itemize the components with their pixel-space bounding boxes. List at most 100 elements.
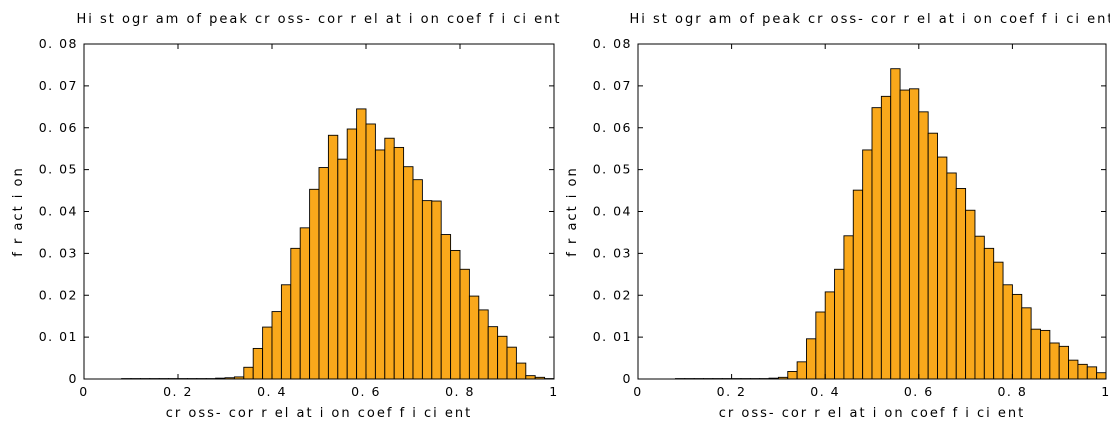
histogram-bar bbox=[1030, 328, 1041, 380]
histogram-bar bbox=[525, 375, 536, 380]
histogram-bar bbox=[1068, 359, 1079, 380]
x-tick-label: 0. 4 bbox=[810, 384, 840, 399]
histogram-bar bbox=[440, 234, 452, 380]
histogram-bar bbox=[346, 128, 358, 380]
histogram-bar bbox=[1086, 366, 1098, 380]
histogram-bar bbox=[918, 111, 929, 380]
y-tick-label: 0. 04 bbox=[593, 204, 632, 219]
histogram-bar bbox=[318, 167, 329, 380]
y-tick-label: 0 bbox=[69, 371, 78, 386]
x-tick-label: 0. 2 bbox=[163, 384, 193, 399]
histogram-bar bbox=[937, 156, 948, 380]
histogram-bar bbox=[374, 149, 386, 380]
x-tick-label: 1 bbox=[1101, 384, 1110, 399]
y-tick-label: 0. 05 bbox=[39, 162, 78, 177]
histogram-bar bbox=[787, 371, 798, 380]
histogram-bar bbox=[262, 326, 273, 380]
histogram-bar bbox=[955, 188, 967, 380]
y-tick-label: 0. 04 bbox=[39, 204, 78, 219]
histogram-bar bbox=[796, 361, 807, 380]
x-tick-label: 0. 2 bbox=[717, 384, 747, 399]
y-tick-label: 0. 07 bbox=[39, 78, 78, 93]
histogram-bar bbox=[993, 261, 1004, 380]
histogram-bar bbox=[478, 309, 489, 380]
x-tick-label: 0. 6 bbox=[904, 384, 934, 399]
x-tick-label: 0. 6 bbox=[351, 384, 381, 399]
histogram-bar bbox=[421, 200, 433, 380]
histogram-bar bbox=[506, 346, 517, 380]
x-axis-label: cr oss- cor r el at i on coef f i ci ent bbox=[166, 406, 473, 421]
histogram-bar bbox=[862, 149, 873, 380]
histogram-bar bbox=[1040, 329, 1051, 380]
histogram-bar bbox=[974, 235, 985, 380]
y-tick-label: 0. 01 bbox=[593, 329, 632, 344]
histogram-bar bbox=[871, 107, 882, 380]
histogram-bar bbox=[515, 362, 527, 380]
histogram-bar bbox=[908, 88, 920, 380]
histogram-bar bbox=[927, 132, 938, 380]
y-tick-label: 0. 02 bbox=[593, 287, 632, 302]
histogram-bar bbox=[983, 247, 995, 380]
y-tick-label: 0 bbox=[623, 371, 632, 386]
histogram-bar bbox=[1049, 342, 1060, 380]
y-tick-label: 0. 06 bbox=[593, 120, 632, 135]
histogram-bar bbox=[497, 335, 508, 380]
chart-title: Hi st ogr am of peak cr oss- cor r el at… bbox=[76, 12, 561, 27]
histogram-bar bbox=[815, 311, 826, 380]
x-tick-label: 0 bbox=[79, 384, 88, 399]
histogram-bar bbox=[1011, 293, 1023, 380]
y-tick-label: 0. 06 bbox=[39, 120, 78, 135]
histogram-bar bbox=[834, 268, 845, 380]
histogram-bar bbox=[327, 134, 339, 380]
y-tick-label: 0. 02 bbox=[39, 287, 78, 302]
histogram-bar bbox=[290, 247, 301, 380]
y-tick-label: 0. 03 bbox=[593, 245, 632, 260]
x-tick-label: 0. 4 bbox=[257, 384, 287, 399]
x-tick-label: 0. 8 bbox=[445, 384, 475, 399]
y-tick-label: 0. 01 bbox=[39, 329, 78, 344]
histogram-bar bbox=[1058, 345, 1070, 380]
histogram-bar bbox=[965, 209, 976, 380]
histogram-bar bbox=[299, 227, 311, 380]
histogram-bar bbox=[393, 146, 405, 380]
y-tick-label: 0. 05 bbox=[593, 162, 632, 177]
histogram-bar bbox=[252, 347, 264, 380]
histogram-bar bbox=[271, 311, 282, 380]
y-tick-label: 0. 08 bbox=[593, 36, 632, 51]
histogram-bar bbox=[806, 338, 817, 380]
histogram-bar bbox=[384, 137, 395, 380]
histogram-bar bbox=[843, 235, 854, 380]
histogram-bar bbox=[459, 268, 470, 380]
histogram-bar bbox=[890, 68, 901, 380]
histogram-bar bbox=[899, 89, 910, 380]
histogram-bar bbox=[1021, 307, 1032, 380]
histogram-bar bbox=[431, 200, 442, 380]
chart-title: Hi st ogr am of peak cr oss- cor r el at… bbox=[629, 12, 1110, 27]
histogram-bar bbox=[1077, 363, 1088, 380]
histogram-bar bbox=[450, 249, 461, 380]
histogram-bar bbox=[412, 179, 423, 380]
histogram-bar bbox=[1096, 372, 1107, 380]
histogram-bar bbox=[946, 172, 957, 380]
histogram-bar bbox=[468, 295, 480, 380]
histogram-bar bbox=[403, 166, 414, 380]
histogram-bar bbox=[1002, 284, 1013, 380]
histogram-bar bbox=[487, 326, 499, 380]
y-axis-label: f r act i on bbox=[11, 166, 26, 256]
x-tick-label: 0 bbox=[633, 384, 642, 399]
left-histogram: 0 0. 2 0. 4 0. 6 0. 8 1 0 0. 01 0. 02 0. 03 0. 04 0… bbox=[11, 12, 561, 421]
y-tick-label: 0. 03 bbox=[39, 245, 78, 260]
histogram-bar bbox=[309, 188, 320, 380]
right-histogram: 0 0. 2 0. 4 0. 6 0. 8 1 0 0. 01 0. 02 0. 03 0. 04 0… bbox=[565, 12, 1110, 421]
x-tick-label: 0. 8 bbox=[997, 384, 1027, 399]
histogram-bar bbox=[356, 108, 367, 380]
histogram-bar bbox=[243, 366, 254, 380]
x-axis-label: cr oss- cor r el at i on coef f i ci ent bbox=[719, 406, 1026, 421]
histogram-bar bbox=[880, 95, 892, 380]
x-tick-label: 1 bbox=[549, 384, 558, 399]
histogram-bar bbox=[280, 284, 292, 380]
histogram-bar bbox=[852, 189, 864, 380]
histogram-bar bbox=[824, 291, 836, 380]
histogram-bar bbox=[337, 158, 348, 380]
